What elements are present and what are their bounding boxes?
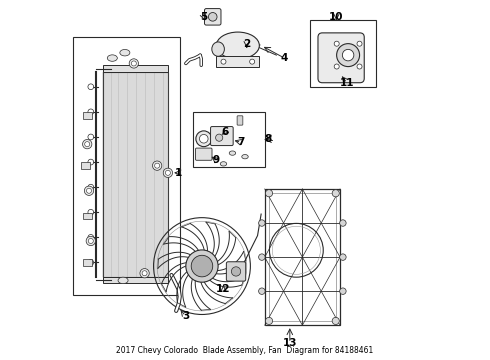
Circle shape	[266, 318, 272, 324]
Ellipse shape	[229, 151, 236, 155]
Text: 13: 13	[283, 338, 297, 348]
Circle shape	[152, 161, 162, 170]
Text: 5: 5	[200, 12, 207, 22]
Circle shape	[231, 267, 241, 276]
Circle shape	[166, 170, 171, 175]
Bar	[216, 56, 259, 67]
Circle shape	[332, 190, 339, 197]
Circle shape	[340, 220, 346, 226]
Ellipse shape	[120, 49, 130, 56]
Circle shape	[88, 260, 94, 265]
Circle shape	[334, 41, 339, 46]
Bar	[82, 112, 92, 119]
Text: 4: 4	[281, 53, 288, 63]
Circle shape	[332, 318, 339, 324]
Ellipse shape	[216, 32, 259, 59]
Circle shape	[191, 255, 213, 277]
Ellipse shape	[220, 162, 227, 166]
Bar	[310, 21, 376, 87]
Circle shape	[129, 59, 139, 68]
Circle shape	[88, 84, 94, 90]
Circle shape	[82, 139, 92, 149]
Circle shape	[357, 64, 362, 69]
Text: 10: 10	[329, 12, 343, 22]
Circle shape	[337, 44, 360, 67]
Circle shape	[142, 271, 147, 276]
Text: 2: 2	[243, 39, 250, 49]
Circle shape	[259, 254, 265, 260]
Circle shape	[208, 13, 217, 21]
Circle shape	[84, 186, 94, 195]
Circle shape	[88, 234, 94, 240]
Circle shape	[186, 250, 218, 282]
FancyBboxPatch shape	[204, 9, 221, 25]
Circle shape	[343, 49, 354, 61]
Text: 9: 9	[213, 155, 220, 165]
Text: 11: 11	[340, 78, 354, 88]
Circle shape	[140, 269, 149, 278]
Bar	[103, 64, 168, 72]
FancyBboxPatch shape	[318, 33, 364, 83]
Circle shape	[88, 134, 94, 140]
Circle shape	[131, 61, 136, 66]
Circle shape	[155, 163, 160, 168]
Bar	[82, 213, 92, 219]
Bar	[82, 259, 92, 266]
Circle shape	[340, 288, 346, 294]
Circle shape	[88, 159, 94, 165]
Circle shape	[87, 188, 92, 193]
Ellipse shape	[118, 277, 128, 284]
Circle shape	[259, 220, 265, 226]
Text: 1: 1	[175, 168, 182, 178]
Circle shape	[88, 238, 93, 243]
Text: 6: 6	[221, 127, 229, 136]
Circle shape	[216, 134, 223, 141]
Circle shape	[259, 288, 265, 294]
Circle shape	[88, 210, 94, 215]
Bar	[265, 189, 340, 325]
Bar	[193, 112, 265, 167]
Circle shape	[266, 190, 272, 197]
Text: 3: 3	[182, 311, 190, 321]
Text: 8: 8	[265, 134, 272, 144]
Circle shape	[357, 41, 362, 46]
Text: 2017 Chevy Colorado  Blade Assembly, Fan  Diagram for 84188461: 2017 Chevy Colorado Blade Assembly, Fan …	[116, 346, 373, 355]
Circle shape	[163, 168, 172, 177]
Bar	[269, 193, 336, 321]
Circle shape	[86, 236, 96, 246]
Ellipse shape	[242, 154, 248, 159]
Circle shape	[88, 109, 94, 115]
FancyBboxPatch shape	[196, 148, 212, 160]
Ellipse shape	[107, 55, 117, 61]
Circle shape	[85, 141, 90, 147]
Circle shape	[250, 59, 255, 64]
Ellipse shape	[212, 42, 224, 56]
Circle shape	[199, 134, 208, 143]
FancyBboxPatch shape	[211, 127, 233, 145]
Circle shape	[221, 59, 226, 64]
Bar	[73, 37, 180, 295]
Bar	[81, 162, 90, 169]
Text: 12: 12	[216, 284, 231, 294]
FancyBboxPatch shape	[226, 262, 245, 281]
FancyBboxPatch shape	[237, 116, 243, 125]
Bar	[103, 72, 168, 277]
Bar	[103, 277, 168, 283]
Circle shape	[88, 184, 94, 190]
Circle shape	[334, 64, 339, 69]
Text: 7: 7	[238, 138, 245, 147]
Circle shape	[340, 254, 346, 260]
Circle shape	[196, 131, 212, 147]
